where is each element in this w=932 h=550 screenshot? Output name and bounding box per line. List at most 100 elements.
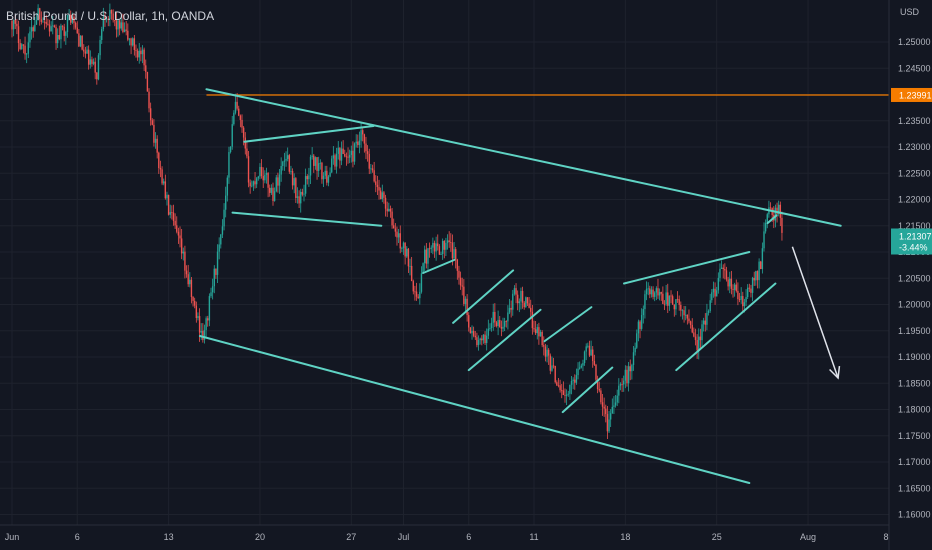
- candle-body: [202, 330, 204, 340]
- candle-body: [308, 175, 310, 180]
- candle-body: [693, 332, 695, 337]
- trendline-last-leg[interactable]: [766, 214, 778, 225]
- candle-body: [153, 124, 155, 143]
- candle-body: [585, 346, 587, 352]
- candle-body: [115, 20, 118, 30]
- candle-body: [469, 327, 472, 334]
- candle-body: [567, 393, 569, 395]
- time-tick-label: 25: [712, 532, 722, 542]
- candle-body: [533, 328, 535, 330]
- price-tick-label: 1.20500: [898, 273, 931, 283]
- arrow-head[interactable]: [829, 365, 841, 380]
- candle-body: [779, 204, 782, 218]
- trendline-pullback-small[interactable]: [422, 258, 456, 274]
- candle-body: [238, 108, 240, 116]
- trendline-wave-a[interactable]: [452, 269, 515, 324]
- trendline-flag-lower[interactable]: [231, 211, 383, 227]
- candle-body: [158, 152, 160, 169]
- candle-body: [487, 328, 490, 336]
- trendline-wedge-lower[interactable]: [675, 282, 777, 372]
- candle-body: [215, 268, 217, 275]
- price-tick-label: 1.16500: [898, 483, 931, 493]
- candle-body: [606, 414, 609, 432]
- candle-body: [388, 208, 390, 212]
- candle-body: [433, 242, 436, 252]
- candle-body: [167, 194, 170, 215]
- candle-body: [396, 231, 398, 238]
- candle-body: [716, 290, 718, 297]
- candle-body: [686, 314, 689, 319]
- candle-body: [128, 38, 131, 40]
- drawings-layer[interactable]: [198, 88, 889, 484]
- candle-body: [304, 176, 307, 194]
- candle-body: [379, 190, 382, 200]
- candle-body: [27, 42, 30, 54]
- candle-body: [285, 158, 287, 161]
- candle-body: [24, 45, 26, 55]
- candle-body: [500, 327, 503, 329]
- candle-body: [530, 307, 532, 312]
- candle-body: [345, 156, 348, 158]
- candle-body: [47, 23, 49, 25]
- candle-body: [601, 402, 604, 407]
- candle-body: [60, 25, 62, 40]
- candle-body: [494, 311, 496, 323]
- trendline-wedge-upper[interactable]: [623, 251, 751, 285]
- candle-body: [259, 166, 261, 177]
- candle-body: [269, 187, 271, 193]
- candle-body: [512, 293, 514, 310]
- candle-body: [645, 288, 648, 295]
- price-tick-label: 1.23000: [898, 142, 931, 152]
- candle-body: [577, 368, 579, 376]
- candle-body: [636, 333, 638, 348]
- candle-body: [159, 168, 162, 170]
- candle-body: [353, 143, 356, 162]
- trendline-wave-b[interactable]: [467, 308, 542, 372]
- candle-body: [132, 38, 134, 46]
- candle-body: [136, 50, 139, 58]
- candle-body: [515, 288, 517, 295]
- symbol-title[interactable]: British Pound / U.S. Dollar, 1h, OANDA: [6, 9, 215, 23]
- candle-body: [282, 161, 284, 167]
- trendline-flag-upper[interactable]: [243, 125, 375, 143]
- candle-body: [81, 35, 83, 50]
- candle-body: [260, 166, 263, 177]
- candle-body: [16, 23, 18, 27]
- candle-body: [347, 156, 349, 158]
- candle-body: [200, 330, 202, 333]
- candle-body: [148, 91, 150, 109]
- trendline-wave-c[interactable]: [543, 306, 593, 343]
- candle-body: [600, 390, 602, 403]
- candle-body: [280, 166, 282, 175]
- candle-body: [466, 298, 468, 316]
- candle-body: [161, 169, 163, 184]
- candle-body: [505, 321, 507, 322]
- candle-body: [233, 112, 235, 125]
- candle-body: [84, 51, 87, 54]
- arrow-shaft[interactable]: [791, 246, 839, 379]
- trendline-channel-top[interactable]: [205, 88, 842, 227]
- candle-body: [331, 158, 333, 173]
- candle-body: [712, 288, 715, 293]
- candle-body: [334, 155, 336, 167]
- trendline-channel-bottom[interactable]: [198, 335, 751, 484]
- candle-body: [298, 196, 300, 204]
- candle-body: [623, 380, 625, 385]
- candle-body: [42, 21, 44, 23]
- candle-body: [495, 322, 498, 327]
- candle-body: [689, 321, 692, 325]
- trendline-wave-d[interactable]: [561, 366, 614, 414]
- candle-body: [171, 212, 173, 214]
- price-scale[interactable]: 1.250001.245001.240001.235001.230001.225…: [898, 37, 931, 520]
- candle-body: [742, 296, 744, 307]
- price-tick-label: 1.18500: [898, 378, 931, 388]
- candle-body: [574, 379, 576, 383]
- candle-body: [609, 413, 612, 420]
- time-scale[interactable]: Jun 6 13 20 27 Jul 6 11 18 25 Aug 8: [5, 532, 889, 542]
- candle-body: [595, 364, 597, 380]
- time-tick-label: 27: [346, 532, 356, 542]
- candle-body: [110, 10, 113, 14]
- candle-body: [415, 291, 418, 297]
